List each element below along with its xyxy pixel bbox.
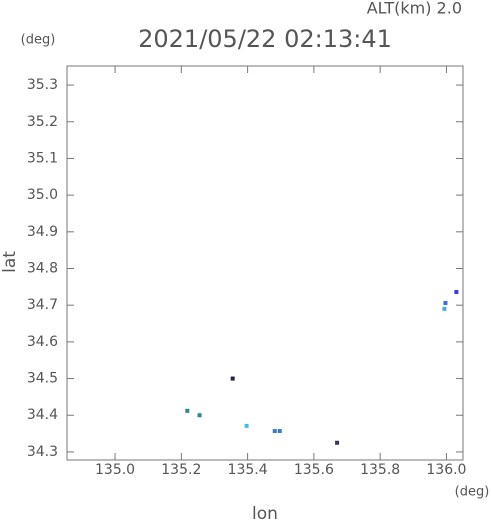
echo-point xyxy=(197,413,202,418)
echo-point xyxy=(442,306,447,311)
y-tick-label: 34.8 xyxy=(27,261,58,277)
y-axis-label: lat xyxy=(0,251,20,273)
x-tick-label: 135.0 xyxy=(95,462,135,478)
echo-point xyxy=(335,440,340,445)
chart-subtitle: ALT(km) 2.0 xyxy=(367,0,462,18)
y-tick-label: 34.6 xyxy=(27,334,58,350)
echo-point xyxy=(277,429,282,434)
y-tick-label: 35.2 xyxy=(27,114,58,130)
echo-point xyxy=(230,376,235,381)
y-tick-label: 34.7 xyxy=(27,297,58,313)
y-unit: (deg) xyxy=(21,33,56,48)
y-tick-label: 34.5 xyxy=(27,371,58,387)
echo-point xyxy=(244,423,249,428)
y-tick-label: 34.3 xyxy=(27,444,58,460)
x-tick-label: 135.4 xyxy=(228,462,268,478)
chart-title: 2021/05/22 02:13:41 xyxy=(138,25,392,53)
y-tick-label: 35.1 xyxy=(27,150,58,166)
plot-frame xyxy=(66,65,464,461)
x-tick-label: 135.2 xyxy=(161,462,201,478)
x-axis-label: lon xyxy=(252,504,278,521)
y-tick-label: 35.0 xyxy=(27,187,58,203)
y-tick-label: 34.9 xyxy=(27,224,58,240)
y-tick-label: 34.4 xyxy=(27,407,58,423)
x-tick-label: 135.8 xyxy=(360,462,400,478)
x-unit: (deg) xyxy=(455,485,490,500)
echo-point xyxy=(185,408,190,413)
x-tick-label: 135.6 xyxy=(294,462,334,478)
x-tick-label: 136.0 xyxy=(426,462,466,478)
echo-point xyxy=(443,300,448,305)
echo-point xyxy=(272,429,277,434)
y-tick-label: 35.3 xyxy=(27,77,58,93)
echo-point xyxy=(454,289,459,294)
